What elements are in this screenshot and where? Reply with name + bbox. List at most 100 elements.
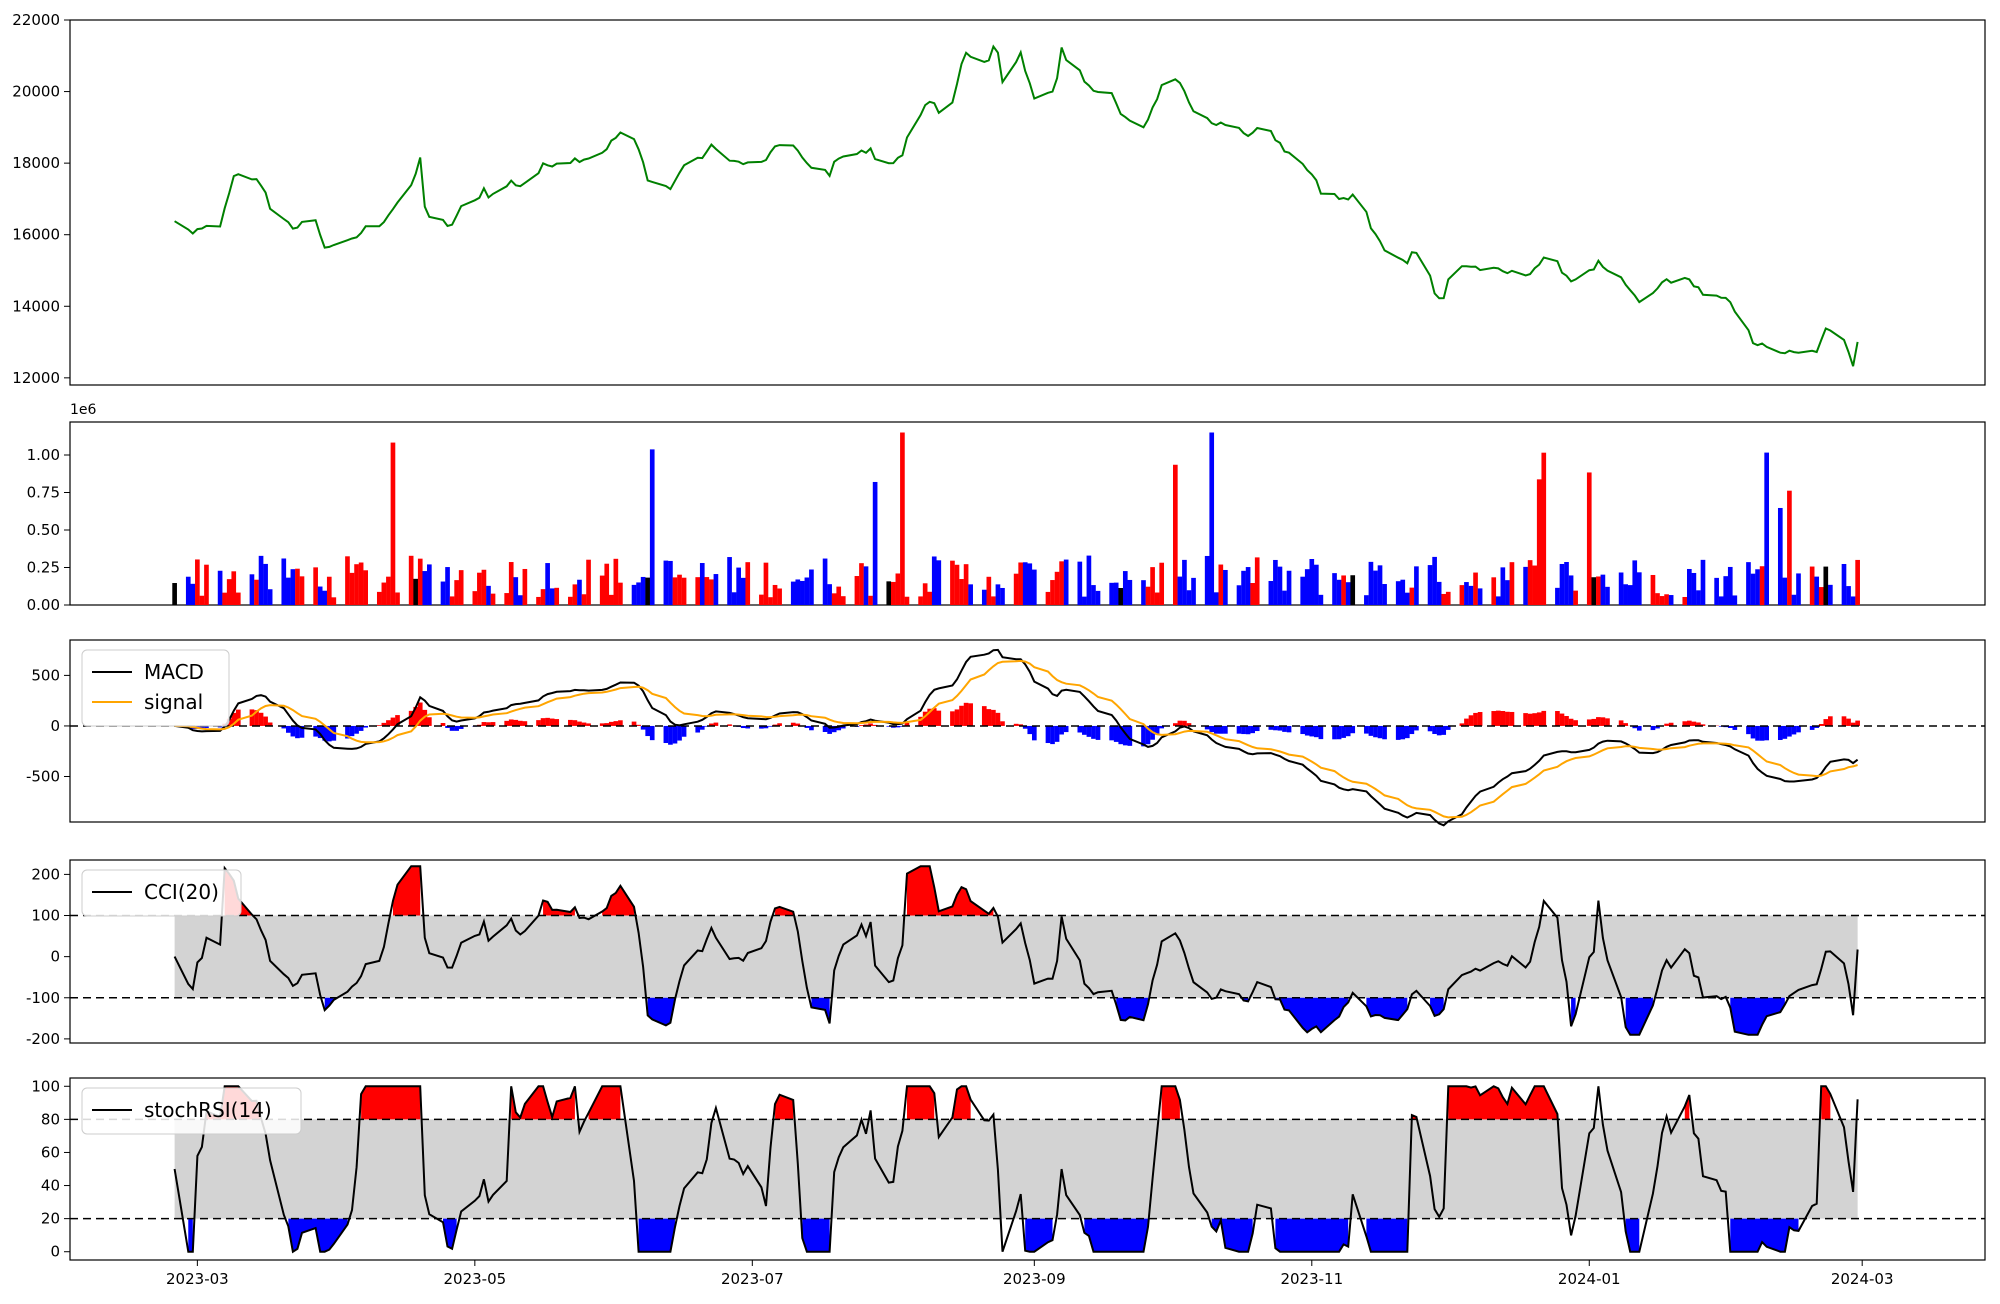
price-ytick-label: 16000 [12,226,60,244]
volume-bar [322,591,327,605]
volume-bar [695,577,700,605]
macd-histogram-bar [991,710,996,726]
volume-bar [1218,565,1223,605]
volume-bar [736,568,741,605]
volume-bar [1669,595,1674,605]
volume-bar [1764,453,1769,605]
volume-bar [1778,508,1783,605]
volume-bar [513,577,518,605]
stochrsi-ytick-label: 40 [41,1177,60,1195]
volume-bar [1464,582,1469,605]
macd-histogram-bar [1437,726,1442,735]
volume-bar [1064,560,1069,605]
volume-bar [1109,583,1114,605]
volume-bar [968,584,973,605]
volume-bar [1537,479,1542,605]
macd-histogram-bar [1846,719,1851,726]
macd-histogram-bar [1241,726,1246,734]
stochrsi-ytick-label: 20 [41,1210,60,1228]
volume-bar [1369,562,1374,605]
x-tick-label: 2023-11 [1280,1270,1343,1288]
macd-histogram-bar [1246,726,1251,734]
volume-bar [586,560,591,605]
volume-bar [422,571,427,605]
volume-bar [354,564,359,605]
volume-bar [1591,577,1596,605]
macd-histogram-bar [1842,716,1847,726]
volume-bar [1573,591,1578,605]
volume-bar [1414,566,1419,605]
volume-bar [186,577,191,605]
macd-histogram-bar [536,720,541,726]
macd-histogram-bar [1332,726,1337,739]
macd-histogram-bar [1755,726,1760,741]
macd-histogram-bar [1214,726,1219,734]
volume-bar [1141,580,1146,605]
volume-bar [413,579,418,605]
volume-bar [759,595,764,605]
volume-bar [1018,562,1023,605]
volume-bar [805,578,810,605]
macd-histogram-bar [982,706,987,726]
cci-oversold-fill [1730,998,1785,1035]
macd-histogram-bar [1046,726,1051,743]
volume-bar [832,593,837,605]
cci-oversold-fill [1275,998,1348,1033]
volume-bar [645,578,650,605]
volume-bar [1437,582,1442,605]
volume-bar [536,597,541,605]
volume-bar [823,559,828,605]
volume-bar [1332,573,1337,605]
volume-bar [1441,594,1446,605]
volume-bar [1701,560,1706,605]
macd-histogram-bar [554,719,559,726]
volume-bar [1405,593,1410,605]
macd-histogram-bar [1209,726,1214,732]
macd-ytick-label: -500 [26,768,60,786]
macd-histogram-bar [1341,726,1346,738]
macd-histogram-bar [1314,726,1319,737]
macd-histogram-bar [955,709,960,726]
cci-ytick-label: 200 [31,865,60,883]
volume-bar [950,561,955,605]
volume-bar [1223,570,1228,605]
volume-offset-label: 1e6 [70,402,97,418]
macd-histogram-bar [1014,724,1019,726]
macd-histogram-bar [1587,719,1592,726]
cci-ytick-label: 100 [31,907,60,925]
volume-bar [172,583,177,605]
macd-histogram-bar [968,703,973,726]
macd-histogram-bar [1560,714,1565,726]
volume-bar [1118,588,1123,605]
signal-line [175,661,1858,818]
macd-histogram-bar [1255,726,1260,731]
volume-bar [1491,577,1496,605]
macd-histogram-bar [482,722,487,726]
macd-histogram-bar [1855,721,1860,726]
volume-bar [1187,590,1192,605]
x-tick-label: 2023-03 [166,1270,229,1288]
cci-ytick-label: -100 [26,989,60,1007]
macd-histogram-bar [1537,712,1542,726]
macd-histogram-bar [1400,726,1405,739]
macd-legend-label: MACD [144,660,204,684]
macd-histogram-bar [518,721,523,726]
volume-bar [704,577,709,605]
macd-histogram-bar [1405,726,1410,738]
volume-bar [1182,560,1187,605]
volume-bar [741,578,746,605]
volume-bar [382,583,387,605]
volume-bar [1719,596,1724,605]
volume-bar [1755,569,1760,605]
volume-bar [936,560,941,605]
macd-histogram-bar [1619,720,1624,726]
volume-bar [545,563,550,605]
volume-bar [918,596,923,605]
volume-bar [1660,596,1665,605]
macd-histogram-bar [1346,726,1351,736]
volume-bar [1241,571,1246,605]
volume-bar [1146,587,1151,605]
volume-bar [996,584,1001,605]
volume-bar [1378,565,1383,605]
volume-bar [1278,567,1283,605]
